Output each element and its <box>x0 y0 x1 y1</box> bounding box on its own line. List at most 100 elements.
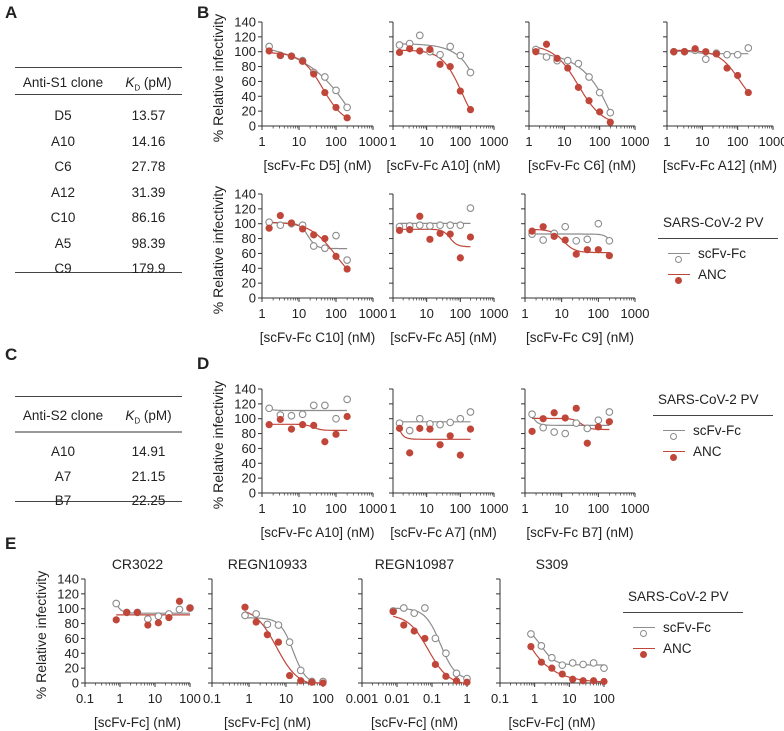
data-point-scfv-fc <box>410 609 419 618</box>
x-tick-label: 1000 <box>480 501 509 516</box>
data-point-anc <box>550 232 558 240</box>
data-point-anc <box>400 621 408 629</box>
panel-label-d: D <box>197 354 210 373</box>
x-tick-label: 100 <box>587 501 609 516</box>
panel-label-a: A <box>5 3 18 22</box>
data-point-anc <box>263 631 271 639</box>
data-point-anc <box>436 60 444 68</box>
data-point-anc <box>539 415 547 423</box>
data-point-anc <box>589 677 598 685</box>
x-tick-label: 1 <box>521 501 528 516</box>
y-tick-label: 20 <box>65 661 79 676</box>
data-point-anc <box>332 252 340 260</box>
data-point-anc <box>298 57 307 65</box>
data-point-scfv-fc <box>332 414 340 423</box>
x-tick-label: 100 <box>589 134 611 149</box>
data-point-anc <box>165 614 173 622</box>
data-point-anc <box>537 658 545 666</box>
data-point-anc <box>585 97 593 105</box>
data-point-anc <box>406 45 414 53</box>
fit-curve-anc <box>399 49 472 111</box>
x-tick-label: 100 <box>312 691 334 706</box>
data-point-scfv-fc <box>265 404 273 413</box>
x-tick-label: 1 <box>525 134 532 149</box>
anti-s1-kd-table: Anti-S1 clone KD (pM) D5 13.57 A10 14.16 C6 2… <box>15 67 182 287</box>
data-point-anc <box>416 47 424 55</box>
table-rule <box>15 272 182 273</box>
data-point-anc <box>446 62 454 71</box>
x-tick-label: 1 <box>258 134 265 149</box>
y-tick-label: 40 <box>242 456 256 471</box>
data-point-scfv-fc <box>436 221 444 230</box>
data-point-anc <box>395 226 404 234</box>
data-point-scfv-fc <box>572 236 581 245</box>
x-tick-label: 1 <box>531 691 538 706</box>
data-point-scfv-fc <box>550 428 559 436</box>
data-point-scfv-fc <box>568 659 577 667</box>
plot--scfv-fc-c6-nm-: 1 10 100 1000 [scFv-Fc C6] (nM) <box>525 21 650 173</box>
x-tick-label: 1000 <box>359 306 388 321</box>
filled-circle-marker-icon <box>668 274 690 284</box>
y-axis-label: % Relative infectivity <box>210 186 226 314</box>
data-point-anc <box>431 660 439 669</box>
y-axis-label: % Relative infectivity <box>210 14 226 142</box>
y-tick-label: 0 <box>249 486 256 501</box>
y-tick-label: 120 <box>234 201 256 216</box>
panel-label-b: B <box>197 3 210 22</box>
data-point-scfv-fc <box>744 44 753 52</box>
x-tick-label: 1000 <box>621 134 650 149</box>
x-tick-label: 0.1 <box>491 691 509 706</box>
data-point-anc <box>442 672 450 680</box>
data-point-anc <box>561 236 569 244</box>
data-point-anc <box>712 50 720 58</box>
plot--scfv-fc-a10-nm-: 1 10 100 1000 [scFv-Fc A10] (nM) <box>386 21 508 173</box>
plot-regn10933: 0.1 1 10 100[scFv-Fc] (nM) REGN10933 <box>203 556 334 730</box>
legend-label: scFv-Fc <box>663 620 711 635</box>
anti-s2-kd-table: Anti-S2 clone KD (pM) A10 14.91 A7 21.15 B7 2… <box>15 396 182 516</box>
table-rule <box>15 431 182 433</box>
table-rule <box>15 67 182 68</box>
data-point-anc <box>175 597 184 605</box>
y-tick-label: 120 <box>234 396 256 411</box>
data-point-scfv-fc <box>589 659 598 667</box>
table-cell-kd: 14.16 <box>131 133 166 149</box>
x-tick-label: 0.01 <box>384 691 409 706</box>
plot--scfv-fc-a5-nm-: 1 10 100 1000 [scFv-Fc A5] (nM) <box>389 193 508 345</box>
table-cell-clone: A10 <box>50 444 76 459</box>
data-point-anc <box>574 83 582 91</box>
legend-rule <box>653 415 773 416</box>
y-tick-label: 120 <box>57 586 79 601</box>
data-point-scfv-fc <box>321 401 329 410</box>
data-point-scfv-fc <box>539 423 548 432</box>
x-tick-label: 10 <box>292 501 306 516</box>
y-tick-label: 120 <box>234 29 256 44</box>
filled-circle-marker-icon <box>633 648 655 658</box>
data-point-scfv-fc <box>431 634 440 643</box>
data-point-scfv-fc <box>466 68 475 77</box>
data-point-scfv-fc <box>561 222 570 231</box>
plot--scfv-fc-b7-nm-: 1 10 100 1000 [scFv-Fc B7] (nM) <box>521 388 649 540</box>
data-point-anc <box>539 223 547 231</box>
y-axis-label: % Relative infectivity <box>210 381 226 509</box>
x-tick-label: 100 <box>593 691 615 706</box>
plot-title: REGN10933 <box>228 556 308 572</box>
data-point-anc <box>252 618 260 626</box>
data-point-scfv-fc <box>528 410 536 419</box>
plot--scfv-fc-a12-nm-: 1 10 100 1000 [scFv-Fc A12] (nM) <box>663 21 784 173</box>
data-point-anc <box>241 603 249 611</box>
x-axis-label: [scFv-Fc C9] (nM) <box>526 330 634 345</box>
data-point-anc <box>542 40 551 48</box>
data-point-scfv-fc <box>456 221 465 230</box>
y-tick-label: 40 <box>242 89 256 104</box>
x-tick-label: 10 <box>554 501 568 516</box>
table-cell-clone: A5 <box>54 235 72 251</box>
data-point-anc <box>596 108 604 116</box>
data-point-anc <box>298 421 307 429</box>
data-point-scfv-fc <box>332 86 340 95</box>
y-tick-label: 60 <box>242 74 256 89</box>
x-tick-label: 1 <box>463 691 470 706</box>
x-axis-label: [scFv-Fc C10] (nM) <box>260 330 376 345</box>
data-point-anc <box>532 48 540 56</box>
